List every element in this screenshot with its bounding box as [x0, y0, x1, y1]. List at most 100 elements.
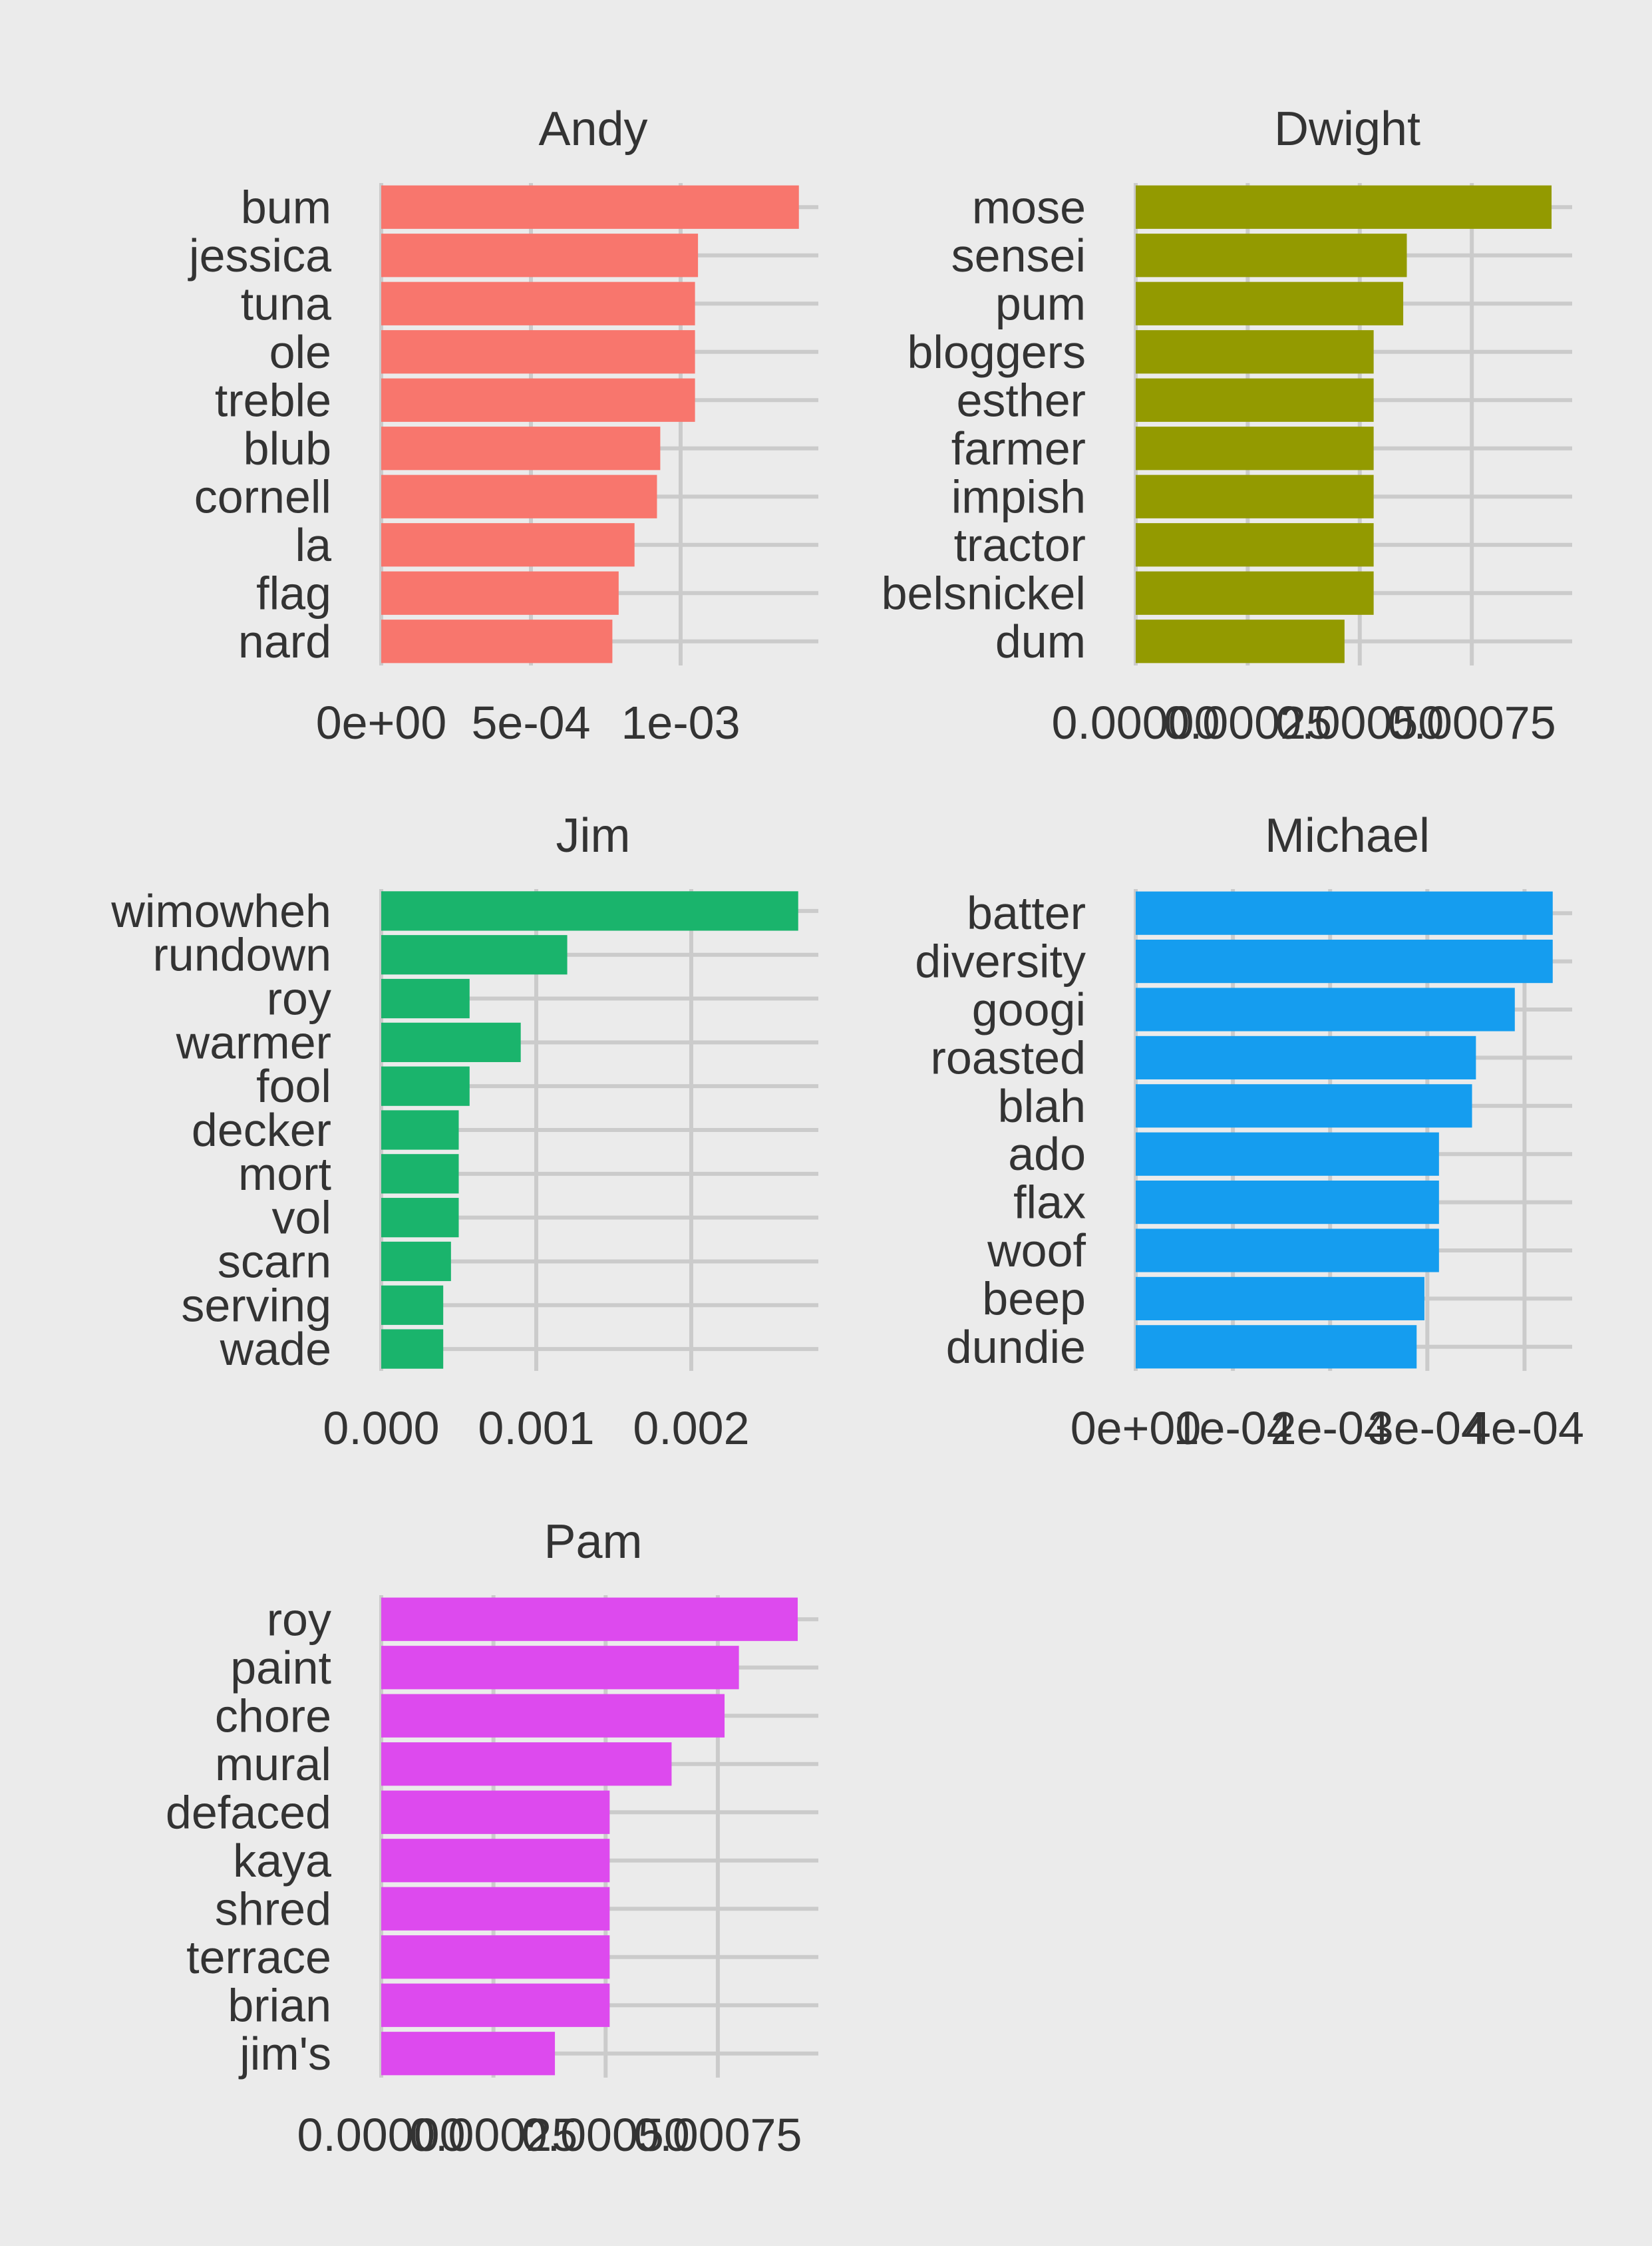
bar-sensei	[1136, 234, 1407, 278]
facet-panel-michael: batterdiversitygoogiroastedblahadoflaxwo…	[915, 809, 1584, 1454]
bar-flag	[381, 571, 619, 615]
bar-belsnickel	[1136, 571, 1374, 615]
bar-batter	[1136, 891, 1553, 935]
y-tick-label: dum	[995, 616, 1086, 667]
x-tick-label: 0.00050	[522, 2109, 690, 2161]
y-tick-label: defaced	[166, 1786, 331, 1838]
x-tick-label: 0.00000	[1051, 697, 1220, 749]
bar-mural	[381, 1742, 672, 1786]
bar-paint	[381, 1646, 739, 1690]
y-tick-label: mural	[215, 1738, 331, 1790]
bar-brian	[381, 1983, 610, 2027]
y-tick-label: bloggers	[907, 326, 1086, 378]
x-tick-label: 0.00050	[1275, 697, 1444, 749]
bar-dum	[1136, 620, 1345, 663]
y-tick-label: serving	[181, 1279, 331, 1331]
bar-farmer	[1136, 427, 1374, 470]
y-tick-label: terrace	[186, 1931, 331, 1983]
y-tick-label: tractor	[954, 519, 1086, 571]
y-tick-label: beep	[982, 1272, 1086, 1324]
y-tick-label: ole	[269, 326, 331, 378]
bar-vol	[381, 1198, 459, 1238]
y-tick-label: flax	[1013, 1177, 1086, 1228]
facet-panel-pam: roypaintchoremuraldefacedkayashredterrac…	[166, 1515, 818, 2161]
facet-title: Jim	[556, 809, 631, 862]
bar-warmer	[381, 1022, 521, 1062]
y-tick-label: dundie	[946, 1321, 1086, 1373]
bar-bloggers	[1136, 330, 1374, 374]
bar-terrace	[381, 1935, 610, 1979]
bar-shred	[381, 1887, 610, 1931]
bar-ado	[1136, 1132, 1439, 1176]
y-tick-label: jim's	[238, 2028, 331, 2080]
bar-jim's	[381, 2032, 556, 2076]
x-tick-label: 0.000	[323, 1402, 439, 1454]
bar-ole	[381, 330, 695, 374]
y-tick-label: wimowheh	[110, 885, 331, 937]
facet-title: Michael	[1265, 809, 1430, 862]
facet-panel-dwight: mosesenseipumbloggersestherfarmerimpisht…	[882, 102, 1572, 749]
bar-mose	[1136, 185, 1552, 229]
y-tick-label: vol	[272, 1192, 331, 1244]
bar-scarn	[381, 1241, 451, 1282]
bar-tuna	[381, 281, 695, 325]
bar-diversity	[1136, 940, 1553, 984]
y-tick-label: warmer	[176, 1016, 331, 1068]
y-tick-label: bum	[241, 181, 331, 233]
bar-la	[381, 523, 635, 567]
y-tick-label: roasted	[931, 1031, 1086, 1083]
y-tick-label: rundown	[152, 929, 331, 981]
x-tick-label: 0.00000	[297, 2109, 465, 2161]
y-tick-label: ado	[1008, 1128, 1086, 1180]
bar-tractor	[1136, 523, 1374, 567]
y-tick-label: wade	[220, 1323, 331, 1375]
x-tick-label: 2e-04	[1271, 1402, 1390, 1454]
bar-bum	[381, 185, 799, 229]
bar-mort	[381, 1154, 459, 1194]
bar-treble	[381, 378, 695, 422]
y-tick-label: shred	[215, 1883, 331, 1935]
y-tick-label: roy	[267, 973, 331, 1025]
y-tick-label: mose	[972, 181, 1086, 233]
y-tick-label: tuna	[241, 278, 331, 329]
y-tick-label: treble	[215, 374, 331, 426]
x-tick-label: 1e-03	[621, 697, 740, 749]
bar-esther	[1136, 378, 1374, 422]
y-tick-label: impish	[951, 470, 1086, 522]
x-tick-label: 0.001	[478, 1402, 594, 1454]
facet-title: Pam	[544, 1515, 642, 1569]
x-tick-label: 0.00025	[1164, 697, 1332, 749]
bar-serving	[381, 1285, 444, 1325]
y-tick-label: fool	[256, 1060, 331, 1112]
facet-panel-jim: wimowhehrundownroywarmerfooldeckermortvo…	[110, 809, 818, 1454]
bar-blub	[381, 427, 661, 470]
x-tick-label: 3e-04	[1368, 1402, 1487, 1454]
y-tick-label: googi	[972, 984, 1086, 1035]
y-tick-label: pum	[995, 278, 1086, 329]
y-tick-label: jessica	[188, 230, 331, 281]
bar-cornell	[381, 474, 657, 518]
bar-woof	[1136, 1228, 1439, 1272]
y-tick-label: batter	[967, 887, 1086, 939]
bar-decker	[381, 1110, 459, 1150]
bar-blah	[1136, 1084, 1472, 1128]
y-tick-label: scarn	[218, 1235, 331, 1287]
x-tick-label: 1e-04	[1174, 1402, 1293, 1454]
bar-chore	[381, 1694, 725, 1738]
y-tick-label: roy	[267, 1593, 331, 1645]
y-tick-label: nard	[238, 616, 331, 667]
y-tick-label: mort	[238, 1148, 331, 1200]
bar-flax	[1136, 1181, 1439, 1224]
facet-panel-andy: bumjessicatunaoletrebleblubcornelllaflag…	[188, 102, 818, 749]
bar-googi	[1136, 988, 1515, 1031]
x-tick-label: 0e+00	[1071, 1402, 1202, 1454]
y-tick-label: sensei	[951, 230, 1086, 281]
y-tick-label: esther	[956, 374, 1086, 426]
x-tick-label: 5e-04	[471, 697, 590, 749]
y-tick-label: blub	[244, 423, 331, 474]
x-tick-label: 0.00075	[1388, 697, 1556, 749]
y-tick-label: flag	[256, 567, 331, 619]
y-tick-label: cornell	[194, 470, 331, 522]
y-tick-label: la	[295, 519, 332, 571]
